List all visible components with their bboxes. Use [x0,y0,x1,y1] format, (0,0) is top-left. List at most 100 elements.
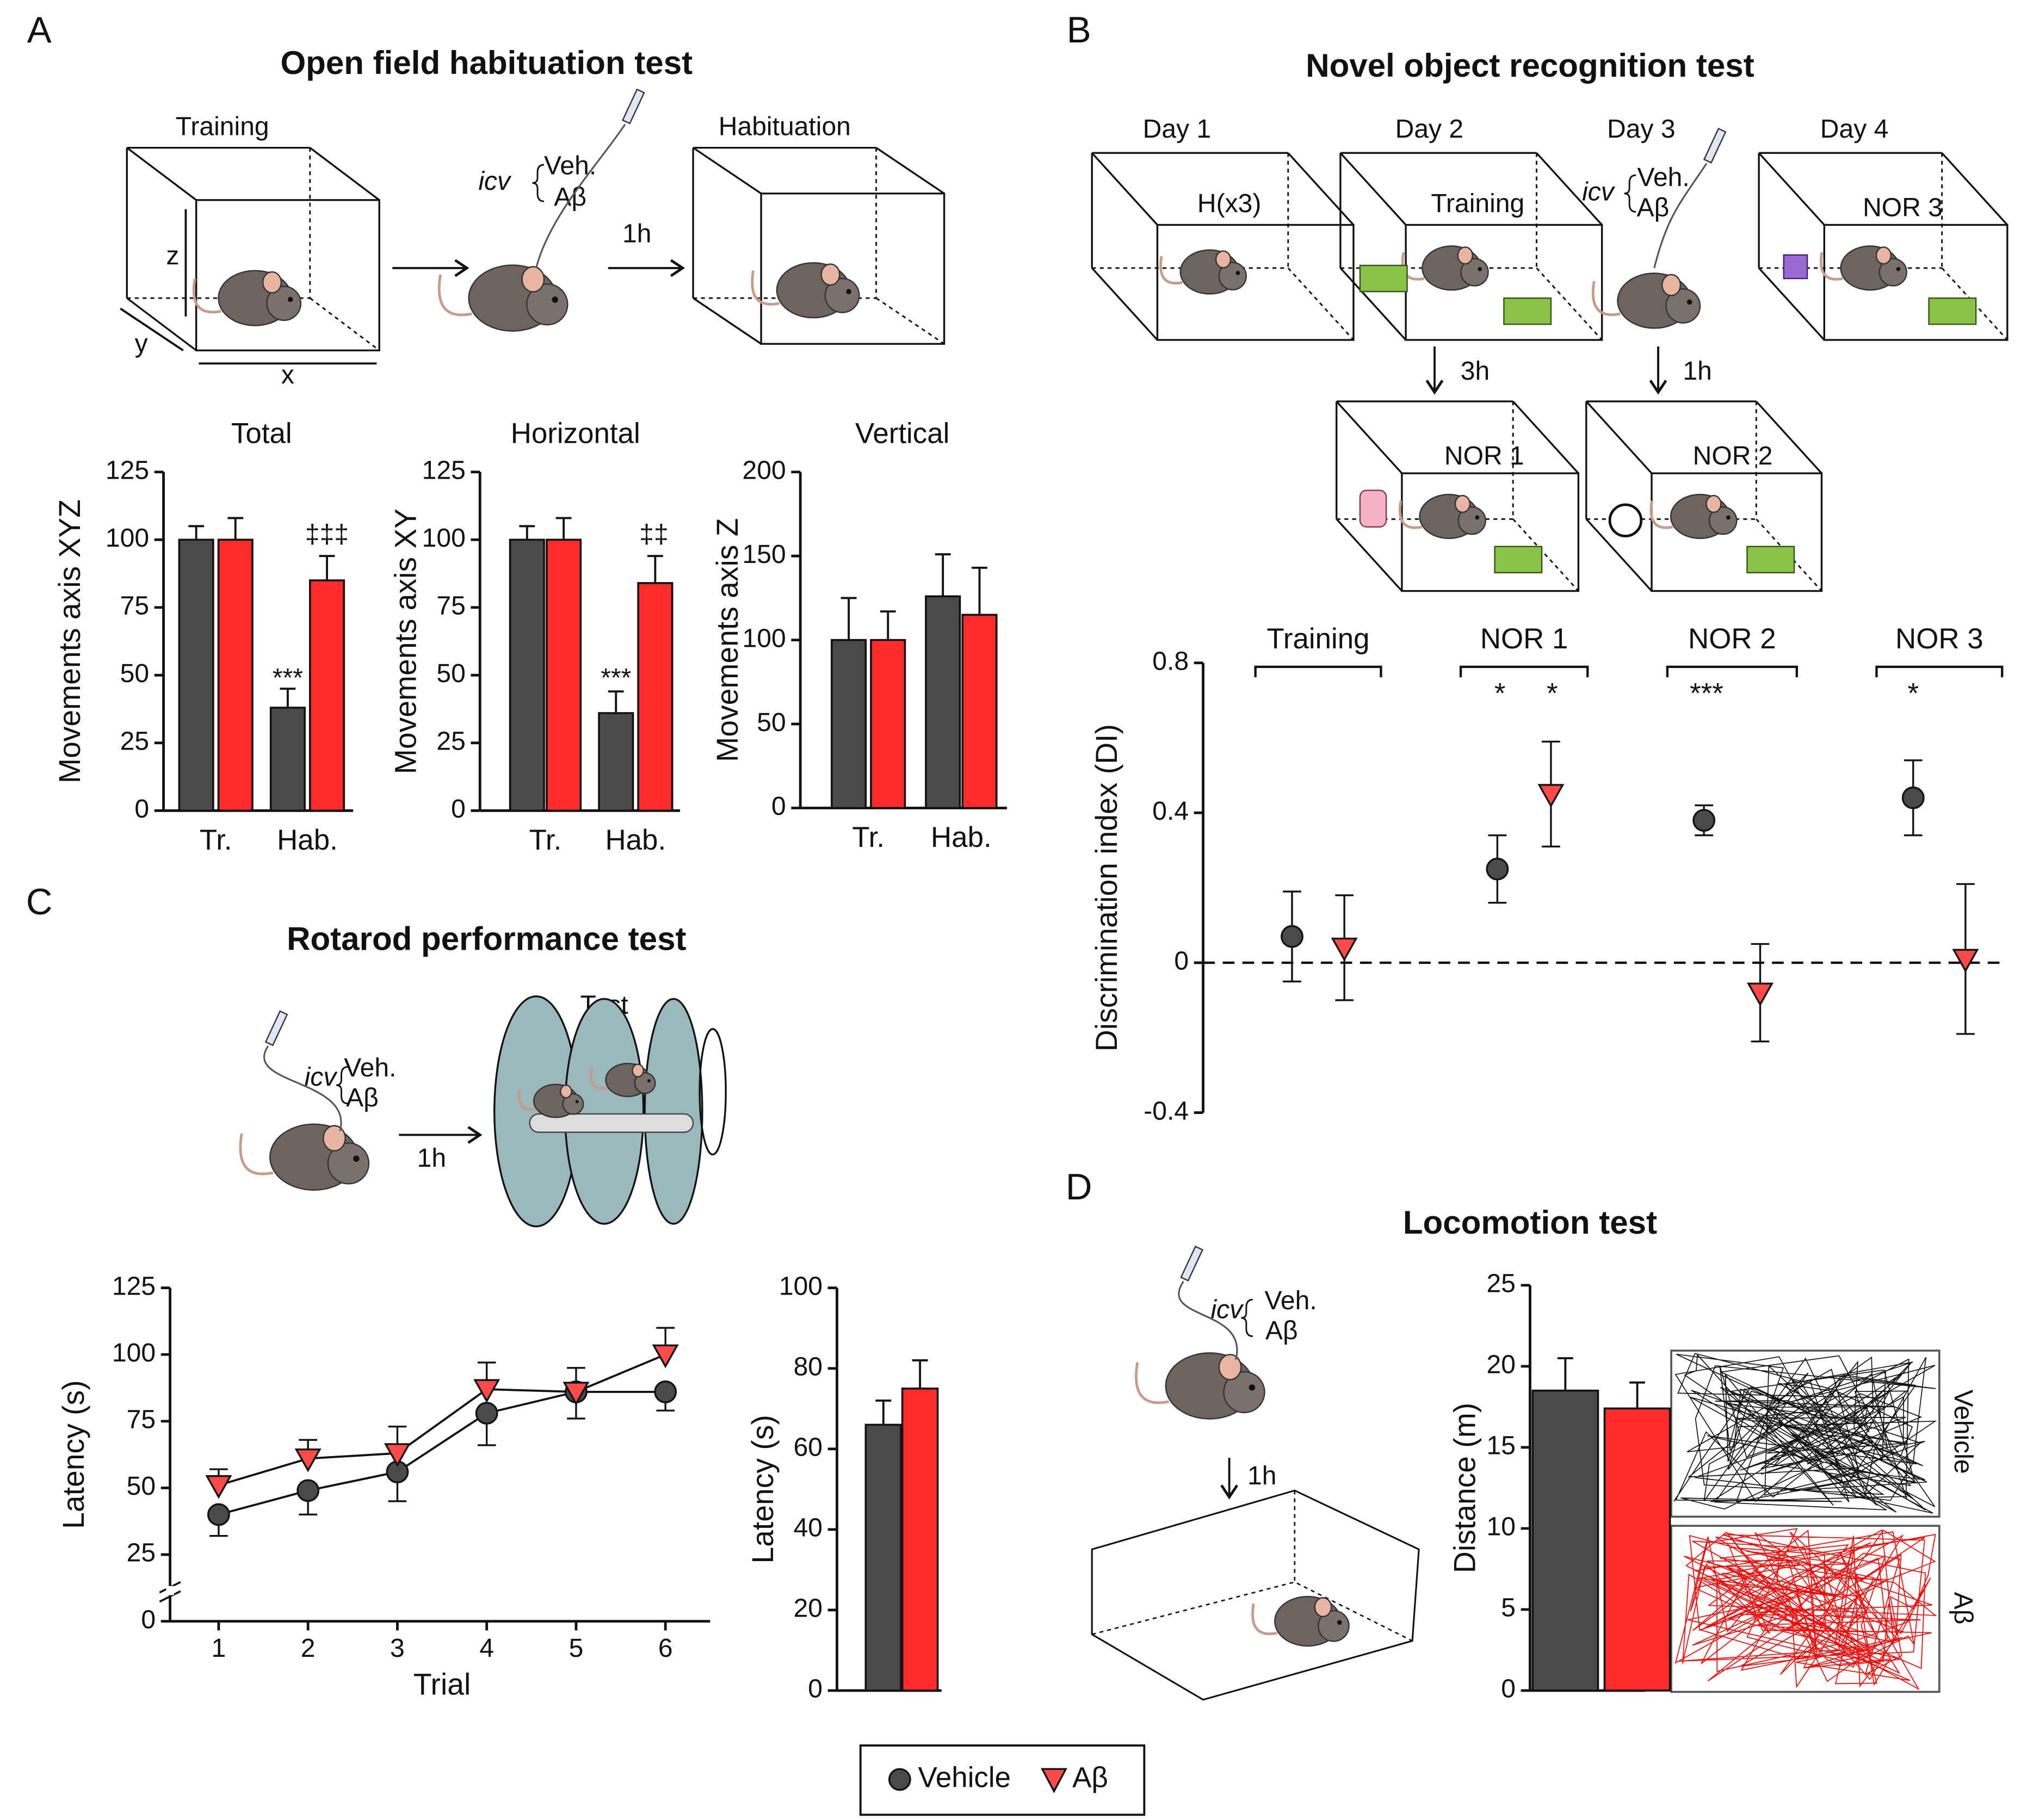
annotation: * [1547,678,1558,710]
category-label: NOR 1 [1480,623,1568,655]
box-edge [1758,152,1825,226]
box-edge [1287,152,1355,226]
mouse-head [1709,506,1738,535]
x-tick-label: 3 [390,1633,405,1663]
diagram-label: Aβ [346,1083,379,1112]
mouse-ear [1457,246,1473,265]
diagram-label: x [281,360,294,389]
panel-title: Novel object recognition test [1306,47,1754,84]
box-edge [1756,400,1822,474]
mouse-tail [751,270,780,306]
y-tick-label: 0 [1501,1674,1516,1704]
y-tick-label: 100 [422,523,466,553]
diagram-label: 1h [1247,1461,1276,1490]
mouse-head [327,1142,370,1185]
bar [637,582,673,812]
diagram-label: Day 4 [1820,114,1889,144]
annotation: ‡‡ [639,519,668,549]
x-tick-label: Tr. [529,824,562,856]
mouse-ear [1215,250,1232,269]
box-edge [1585,518,1653,592]
bar [925,595,961,809]
y-tick-label: 10 [1487,1512,1516,1542]
data-point [207,1503,230,1526]
y-tick-label: 0 [1174,946,1189,976]
y-axis-label: Latency (s) [746,1415,780,1563]
data-point [563,1382,590,1406]
y-tick-label: 100 [743,623,786,653]
mouse-ear [521,266,545,293]
data-point [1537,784,1565,808]
legend-marker [1041,1768,1067,1793]
y-tick-label: 75 [120,591,149,620]
y-tick-label: 75 [127,1405,156,1434]
series-line [218,1353,666,1487]
mouse-illustration [1591,273,1701,329]
box-edge [1339,152,1407,226]
mouse-illustration [1399,493,1486,540]
y-axis-label: Movements axis Z [710,518,744,762]
panel-title: Open field habituation test [280,45,693,81]
object-cube [1783,254,1808,280]
rotarod-disc [644,998,703,1225]
object-block [1746,546,1795,574]
arrow-head [467,1126,483,1144]
y-tick-label: 150 [743,540,786,569]
legend-label: Vehicle [918,1761,1011,1793]
diagram-label: Habituation [719,112,851,141]
open-field-box [1091,1489,1420,1701]
mouse-head [1665,288,1701,324]
diagram-label: icv [1582,177,1616,206]
diagram-label: Aβ [1265,1316,1298,1345]
mouse-eye [1896,267,1901,271]
annotation: *** [1690,678,1723,710]
panel-label: B [1067,10,1091,51]
box-edge [1585,400,1653,474]
diagram-label: icv [305,1062,338,1092]
bar [217,538,254,812]
box-edge [693,297,762,345]
y-tick-label: 100 [112,1338,156,1367]
diagram-label: Day 1 [1143,114,1212,144]
mouse-eye [647,1079,651,1082]
y-axis-label: Distance (m) [1448,1403,1482,1573]
panel-label: C [26,882,53,923]
data-point [475,1402,498,1425]
x-tick-label: Hab. [277,824,338,856]
category-label: NOR 2 [1688,623,1776,655]
y-tick-label: 15 [1487,1431,1516,1460]
mouse-illustration [1649,493,1738,540]
mouse-illustration [590,1062,656,1097]
x-tick-label: 2 [301,1633,316,1663]
box-edge [309,297,380,351]
mouse-head [1878,258,1907,287]
y-tick-label: 75 [436,591,465,620]
box-edge [1512,518,1579,592]
box-edge [875,147,945,195]
mouse-tail [239,1133,274,1175]
y-tick-label: 5 [1501,1593,1516,1623]
box-front [1651,472,1823,592]
x-axis-label: Trial [413,1667,471,1701]
series-line [218,1390,666,1516]
y-tick-label: 50 [436,659,465,688]
annotation: ‡‡‡ [305,519,349,549]
mouse-illustration [1820,245,1907,291]
mouse-head [634,1072,656,1094]
x-tick-label: Hab. [931,821,992,853]
mouse-illustration [751,262,860,319]
bar [961,614,998,809]
mouse-head [526,283,568,326]
object-cylinder [1359,490,1387,528]
panel-label: D [1066,1167,1092,1208]
y-tick-label: 80 [794,1352,823,1381]
mouse-eye [1686,299,1692,305]
x-tick-label: 5 [569,1633,584,1663]
diagram-label: Veh. [1264,1286,1317,1315]
mouse-head [562,1093,584,1115]
bar [1603,1407,1671,1692]
y-tick-label: 50 [120,659,149,688]
diagram-label: Aβ [554,182,586,212]
